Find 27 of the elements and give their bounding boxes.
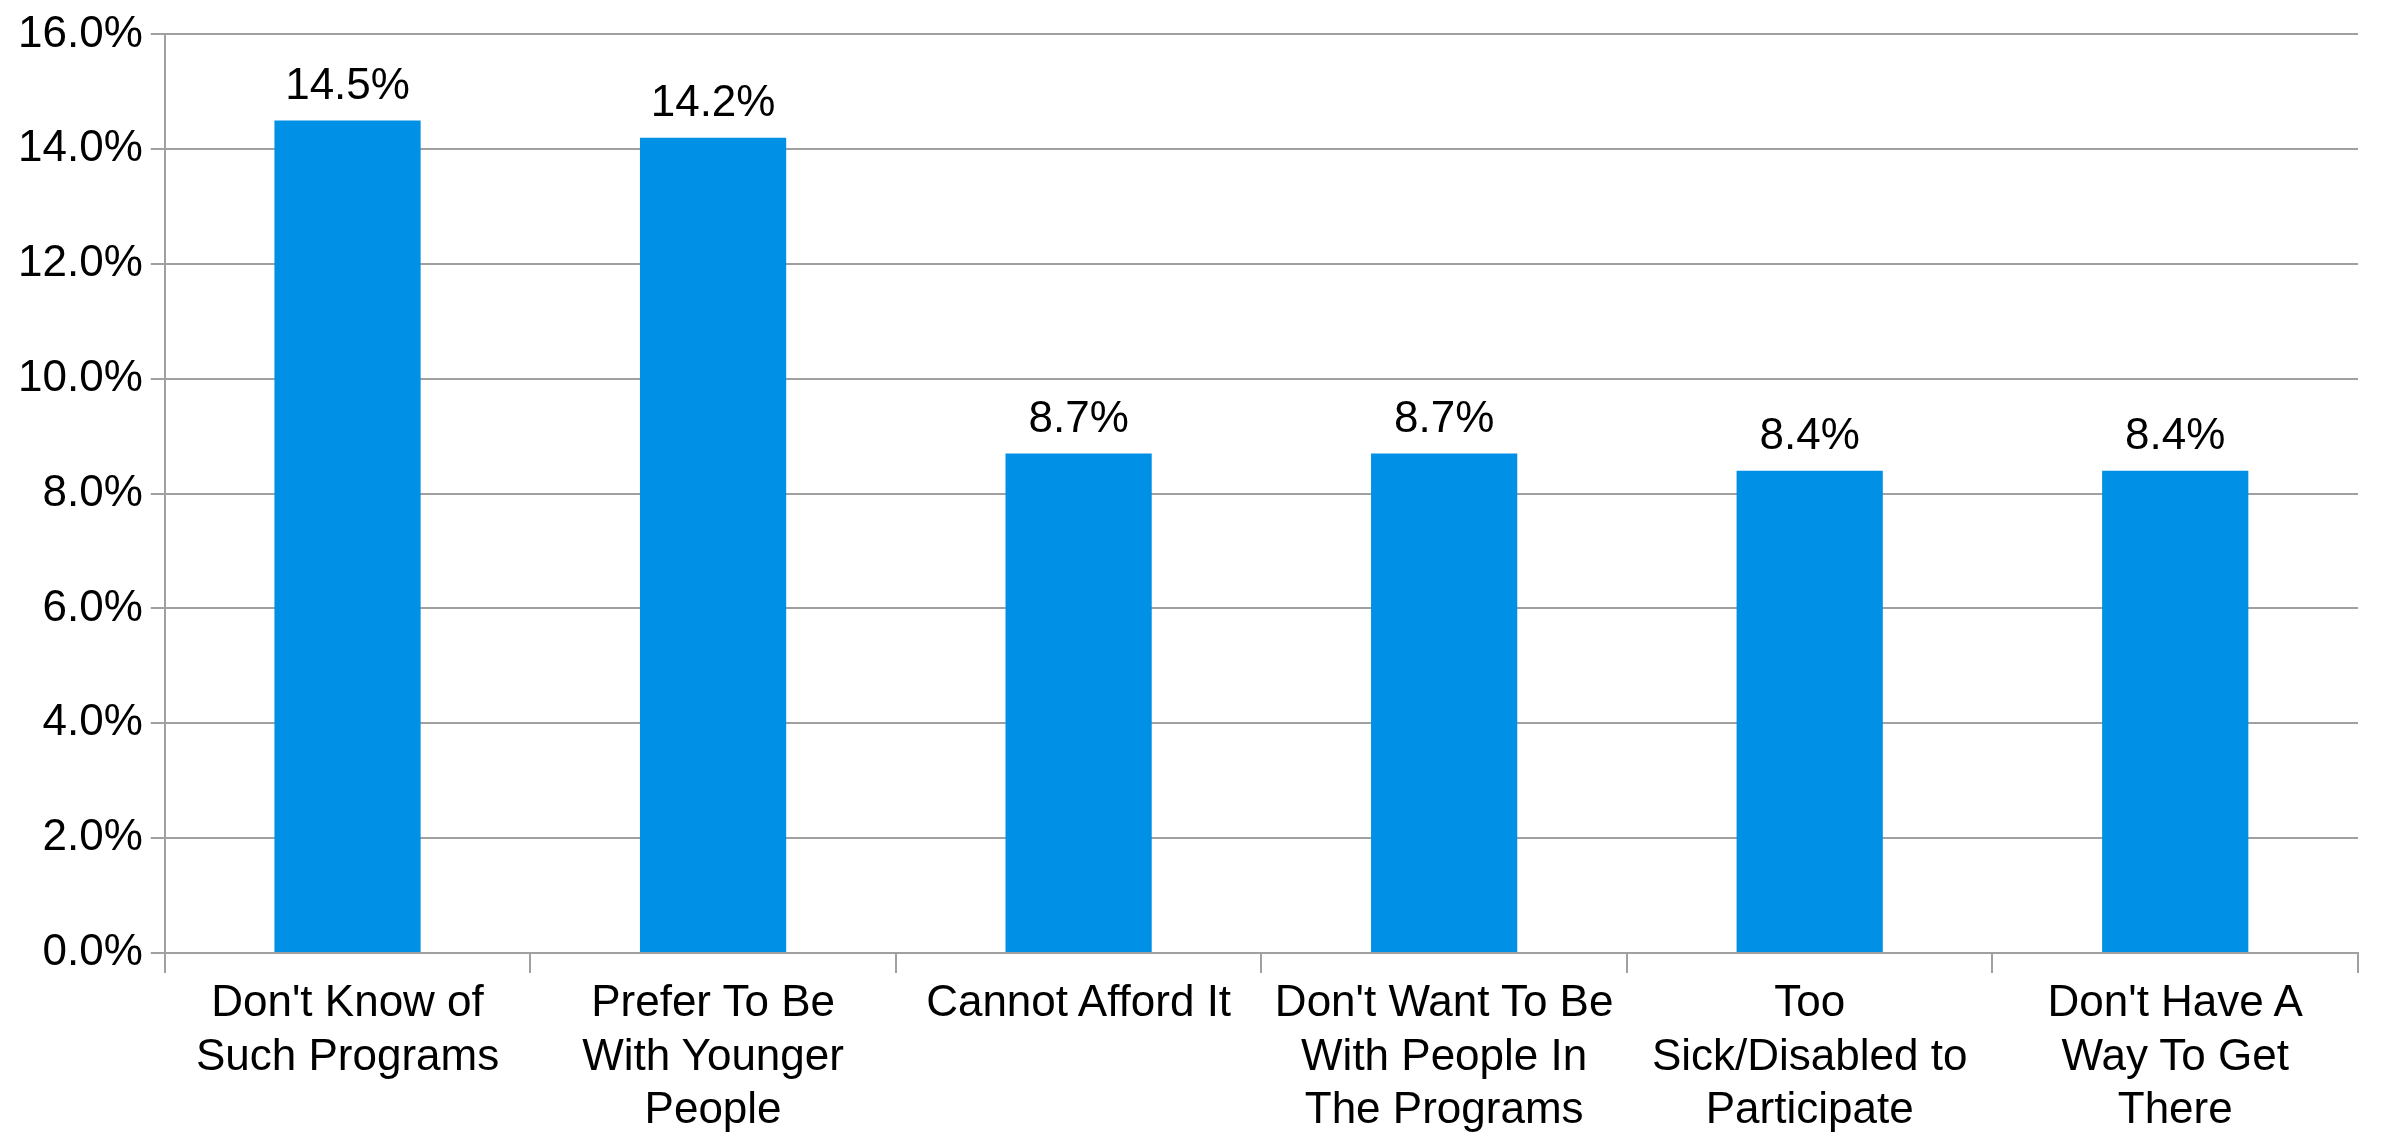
y-tick-label: 0.0% (42, 925, 143, 975)
bar (1736, 470, 1883, 952)
data-label: 14.2% (650, 75, 776, 125)
bar (1371, 453, 1518, 952)
data-label: 8.4% (2125, 408, 2226, 458)
x-tick-label: Don't Want To Be With People In The Programs (1274, 975, 1614, 1133)
y-tick-label: 14.0% (17, 121, 143, 171)
y-tick-label: 16.0% (17, 6, 143, 56)
x-tick-label: Don't Know of Such Programs (195, 975, 500, 1079)
x-tick-label: Prefer To Be With Younger People (582, 975, 844, 1133)
data-label: 8.7% (1028, 391, 1129, 441)
data-label: 8.4% (1759, 408, 1860, 458)
bar (2102, 470, 2249, 952)
y-tick-label: 2.0% (42, 810, 143, 860)
bar (1005, 453, 1152, 952)
y-tick-label: 10.0% (17, 351, 143, 400)
data-label: 14.5% (285, 58, 410, 108)
y-tick-label: 4.0% (42, 695, 143, 745)
x-tick-label: Don't Have A Way To Get There (2047, 975, 2304, 1133)
data-label: 8.7% (1394, 391, 1495, 441)
bar (639, 137, 787, 952)
y-tick-label: 12.0% (17, 236, 143, 286)
x-tick-label: Too Sick/Disabled to Participate (1651, 975, 1968, 1133)
y-tick-label: 6.0% (42, 580, 143, 630)
x-tick-label: Cannot Afford It (926, 975, 1232, 1025)
bar (274, 120, 421, 952)
y-tick-label: 8.0% (42, 465, 143, 515)
